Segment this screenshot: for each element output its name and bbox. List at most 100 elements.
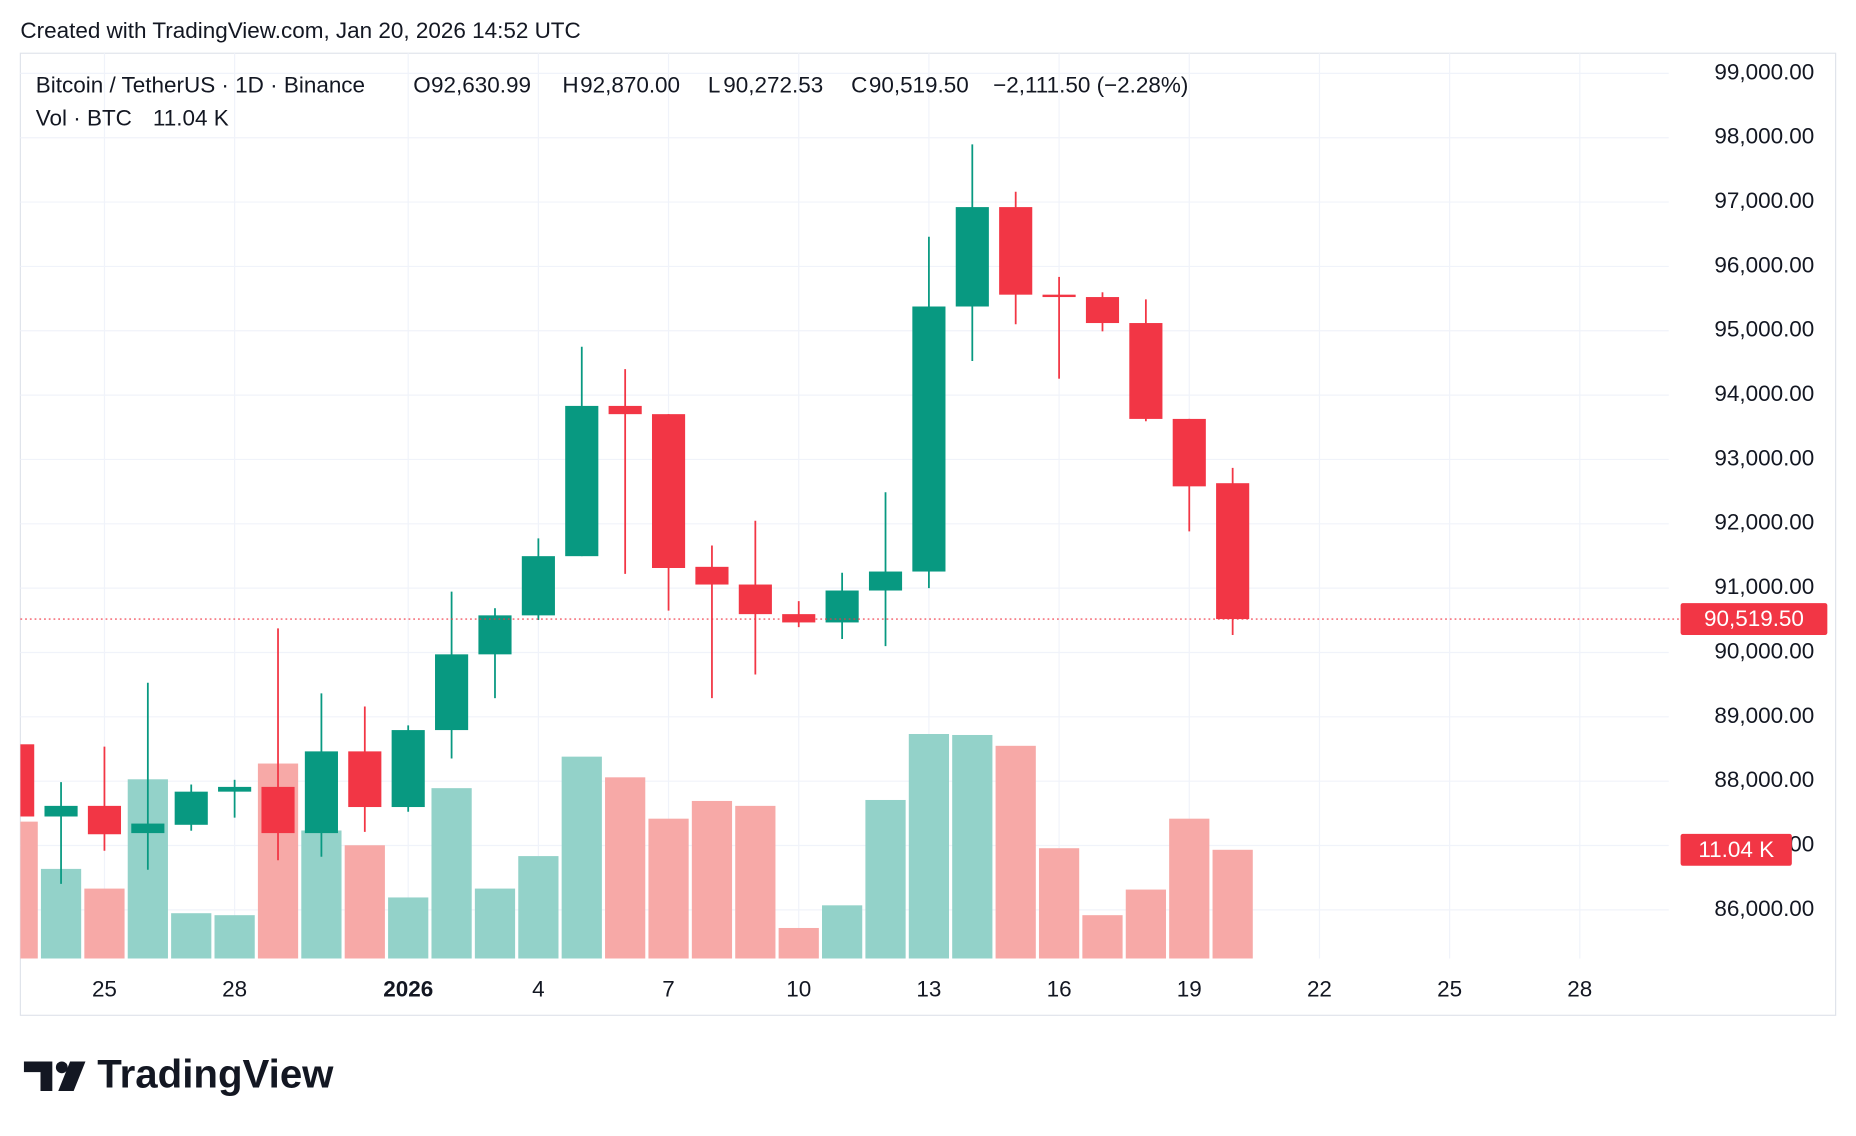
logo-icon <box>55 1061 68 1074</box>
candle-body <box>478 615 512 655</box>
y-tick-label: 97,000.00 <box>1714 188 1814 213</box>
candle-body <box>1172 418 1206 487</box>
candle-body <box>695 566 729 585</box>
logo-icon <box>58 1061 86 1092</box>
y-tick-label: 92,000.00 <box>1714 510 1814 535</box>
candle-body <box>912 306 946 572</box>
candle-body <box>1085 297 1120 324</box>
candle-body <box>1129 323 1163 419</box>
x-tick-label: 2026 <box>383 976 433 1001</box>
chart-frame <box>19 52 1837 1016</box>
candle-body <box>44 805 78 817</box>
volume-bar <box>691 800 733 959</box>
candle-body <box>304 751 338 834</box>
volume-bar <box>388 897 429 959</box>
legend-key: L <box>708 72 720 97</box>
candle-body <box>565 405 599 557</box>
y-tick-label: 98,000.00 <box>1714 124 1814 149</box>
volume-bar <box>474 888 516 959</box>
x-tick-label: 13 <box>916 976 941 1001</box>
candle-body <box>955 207 989 307</box>
y-tick-label: 90,000.00 <box>1714 638 1814 663</box>
y-tick-label: 95,000.00 <box>1714 317 1814 342</box>
volume-bar <box>431 788 472 959</box>
volume-bar <box>344 845 385 959</box>
volume-bar <box>735 805 776 959</box>
y-tick-label: 88,000.00 <box>1714 767 1814 792</box>
x-tick-label: 22 <box>1307 976 1332 1001</box>
volume-bar <box>214 915 255 959</box>
legend-key: O <box>413 72 430 97</box>
candle-body <box>1216 483 1250 620</box>
candle-body <box>174 791 208 825</box>
candle-body <box>868 571 903 591</box>
legend: Bitcoin / TetherUS · 1D · Binance Vol · … <box>36 72 1189 130</box>
volume-bar <box>952 734 993 959</box>
volume-bar <box>1212 849 1253 959</box>
candle-body <box>738 584 772 615</box>
y-tick-label: 99,000.00 <box>1714 59 1814 84</box>
y-tick-label: 86,000.00 <box>1714 896 1814 921</box>
volume-bar <box>1125 889 1166 959</box>
candle-body <box>20 744 35 817</box>
y-tick-label: 94,000.00 <box>1714 381 1814 406</box>
legend-key: H <box>562 72 578 97</box>
volume-bar <box>908 733 950 959</box>
brand: TradingView <box>97 1051 334 1096</box>
volume-bar <box>171 913 212 959</box>
y-tick-label: 96,000.00 <box>1714 252 1814 277</box>
volume-badge-label: 11.04 K <box>1698 837 1774 862</box>
volume-bar <box>1038 848 1080 959</box>
volume-bar <box>605 777 646 959</box>
y-tick-label: 89,000.00 <box>1714 703 1814 728</box>
volume-bar <box>1169 818 1210 959</box>
x-tick-label: 4 <box>532 976 545 1001</box>
x-tick-label: 25 <box>1437 976 1462 1001</box>
volume-bar <box>865 799 906 959</box>
candle-body <box>87 805 122 835</box>
legend-value: 92,870.00 <box>580 72 680 97</box>
legend-change: −2,111.50 (−2.28%) <box>993 72 1188 97</box>
candle-body <box>1042 294 1076 298</box>
legend-value: 92,630.99 <box>431 72 531 97</box>
candle-body <box>782 614 816 623</box>
volume-bar <box>84 888 125 959</box>
volume-bar <box>822 905 863 959</box>
volume-bar <box>1082 915 1123 959</box>
volume-title: Vol · BTC <box>36 105 132 130</box>
candle-body <box>261 786 295 834</box>
volume-bar <box>20 821 38 959</box>
volume-badge <box>1680 833 1792 866</box>
last-price-label: 90,519.50 <box>1704 606 1804 631</box>
volume-bar <box>648 818 689 959</box>
volume-bar <box>995 745 1036 959</box>
candle-body <box>999 207 1033 295</box>
x-tick-label: 25 <box>92 976 117 1001</box>
caption: Created with TradingView.com, Jan 20, 20… <box>20 18 580 43</box>
legend-value: 90,519.50 <box>869 72 969 97</box>
legend-key: C <box>851 72 867 97</box>
candle-body <box>608 405 642 415</box>
y-tick-label: 93,000.00 <box>1714 445 1814 470</box>
logo: TradingView <box>23 1051 334 1096</box>
plot-area <box>20 144 1253 959</box>
volume-value: 11.04 K <box>153 105 229 130</box>
candle-body <box>651 414 686 568</box>
y-tick-label: 91,000.00 <box>1714 574 1814 599</box>
x-tick-label: 28 <box>222 976 247 1001</box>
candle-body <box>521 556 555 616</box>
x-tick-label: 28 <box>1567 976 1592 1001</box>
x-tick-label: 7 <box>662 976 674 1001</box>
x-tick-label: 16 <box>1047 976 1072 1001</box>
x-tick-label: 10 <box>786 976 811 1001</box>
candle-body <box>348 751 382 808</box>
overlay: 86,000.0087,000.0088,000.0089,000.0090,0… <box>20 59 1828 1001</box>
logo-icon <box>23 1061 53 1092</box>
legend-value: 90,272.53 <box>723 72 823 97</box>
candle-body <box>435 654 469 731</box>
last-price-badge <box>1680 603 1828 636</box>
volume-bar <box>778 927 819 959</box>
symbol-title: Bitcoin / TetherUS · 1D · Binance <box>36 72 365 97</box>
